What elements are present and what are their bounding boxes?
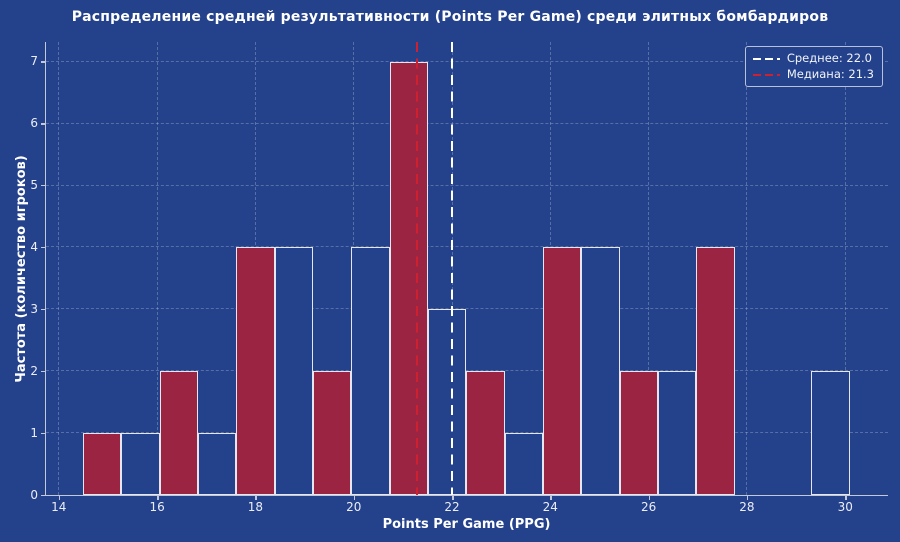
x-tick-label: 28: [739, 500, 755, 514]
plot-area: Среднее: 22.0 Медиана: 21.3: [45, 42, 888, 496]
y-tick: [41, 370, 45, 373]
y-tick-label: 7: [30, 54, 38, 69]
y-tick: [41, 494, 45, 496]
histogram-bar: [236, 247, 275, 495]
median-line: [416, 42, 419, 495]
x-tick: [550, 496, 552, 500]
y-tick: [41, 246, 45, 249]
y-tick-label: 6: [30, 116, 38, 131]
x-gridline: [58, 42, 60, 495]
legend-dash-sample: [752, 57, 780, 60]
legend-item-label: Медиана: 21.3: [786, 67, 874, 81]
y-tick: [41, 61, 45, 63]
y-tick-label: 5: [30, 177, 38, 192]
x-tick-label: 20: [346, 500, 362, 514]
histogram-bar: [696, 247, 735, 495]
y-tick: [41, 432, 45, 435]
legend: Среднее: 22.0 Медиана: 21.3: [744, 46, 883, 87]
y-tick-label: 0: [30, 487, 38, 502]
y-gridline: [46, 246, 888, 248]
histogram-bar: [811, 371, 850, 495]
legend-item: Среднее: 22.0: [752, 51, 874, 65]
x-gridline: [156, 42, 158, 495]
x-tick: [255, 496, 257, 500]
histogram-bar: [466, 371, 505, 495]
y-gridline: [46, 370, 888, 372]
y-gridline: [46, 122, 888, 124]
x-tick: [746, 496, 749, 500]
x-tick-label: 30: [837, 500, 853, 514]
y-tick: [41, 308, 45, 311]
x-gridline: [844, 42, 846, 495]
legend-dash-sample: [752, 73, 780, 76]
x-tick-label: 14: [51, 500, 67, 514]
x-tick-label: 24: [542, 500, 558, 514]
x-gridline: [648, 42, 650, 495]
histogram-bar: [121, 433, 160, 495]
mean-line: [450, 42, 453, 495]
y-gridline: [46, 60, 888, 62]
x-gridline: [746, 42, 748, 495]
x-tick-label: 18: [247, 500, 264, 514]
x-tick-label: 16: [149, 500, 165, 514]
y-gridline: [46, 308, 888, 310]
x-tick: [58, 496, 61, 500]
x-tick: [353, 496, 356, 500]
histogram-bar: [389, 61, 428, 495]
y-tick-label: 1: [30, 425, 38, 440]
histogram-bar: [159, 371, 198, 495]
x-tick-label: 22: [444, 500, 460, 514]
histogram-bar: [504, 433, 543, 495]
legend-item: Медиана: 21.3: [752, 67, 874, 81]
chart-title: Распределение средней результативности (…: [71, 9, 829, 25]
y-gridline: [46, 184, 888, 186]
y-tick-label: 2: [30, 363, 38, 378]
histogram-bar: [657, 371, 697, 495]
y-axis-label: Частота (количество игроков): [14, 155, 29, 383]
y-tick-label: 4: [30, 239, 38, 254]
y-tick: [41, 184, 45, 187]
y-tick-label: 3: [30, 301, 38, 316]
x-tick: [157, 496, 159, 500]
histogram-bar: [312, 371, 352, 495]
x-tick: [452, 496, 454, 500]
x-tick: [648, 496, 651, 500]
histogram-bar: [274, 247, 313, 495]
histogram-bar: [351, 247, 390, 495]
legend-item-label: Среднее: 22.0: [786, 51, 872, 65]
y-tick: [41, 123, 45, 125]
x-tick-label: 26: [640, 500, 657, 514]
x-tick: [845, 496, 847, 500]
histogram-bar: [581, 247, 620, 495]
histogram-bar: [82, 433, 122, 495]
histogram-bar: [542, 247, 582, 495]
histogram-bar: [197, 433, 237, 495]
histogram-bar: [619, 371, 658, 495]
histogram-bar: [427, 309, 467, 495]
x-axis-label: Points Per Game (PPG): [382, 517, 551, 532]
